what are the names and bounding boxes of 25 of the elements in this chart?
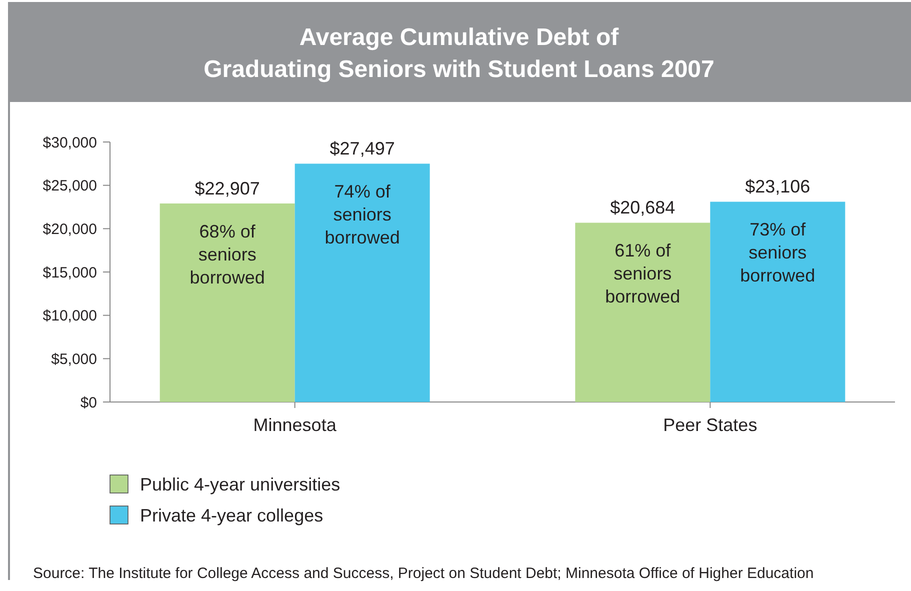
bar [575, 222, 710, 402]
data-label: $27,497 [330, 138, 395, 159]
y-tick-label: $10,000 [42, 308, 97, 325]
y-tick-label: $15,000 [42, 264, 97, 282]
bar [294, 164, 430, 402]
legend-label: Private 4-year colleges [140, 505, 324, 526]
y-tick-label: $20,000 [42, 220, 97, 238]
annotation: 74% of seniors borrowed [324, 182, 400, 248]
y-tick-label: $30,000 [42, 134, 97, 152]
y-tick-label: $25,000 [42, 178, 97, 195]
chart-title: Average Cumulative Debt of Graduating Seniors with Student Loans 2007 [204, 24, 714, 83]
x-tick-label: Peer States [663, 415, 758, 435]
bar [710, 202, 846, 402]
source-note: Source: The Institute for College Access and Success, Project on Student Debt; Minnesota Office of Higher Education [33, 565, 814, 582]
y-tick-label: $5,000 [51, 350, 97, 368]
data-label: $20,684 [610, 198, 676, 218]
x-tick-label: Minnesota [253, 415, 338, 435]
data-label: $23,106 [745, 176, 810, 197]
annotation: 61% of seniors borrowed [605, 240, 680, 307]
y-tick-label: $0 [80, 394, 97, 412]
bar [160, 203, 295, 402]
annotation: 73% of seniors borrowed [740, 220, 816, 286]
legend-label: Public 4-year universities [140, 474, 340, 494]
annotation: 68% of seniors borrowed [190, 221, 265, 288]
data-label: $22,907 [194, 178, 260, 198]
